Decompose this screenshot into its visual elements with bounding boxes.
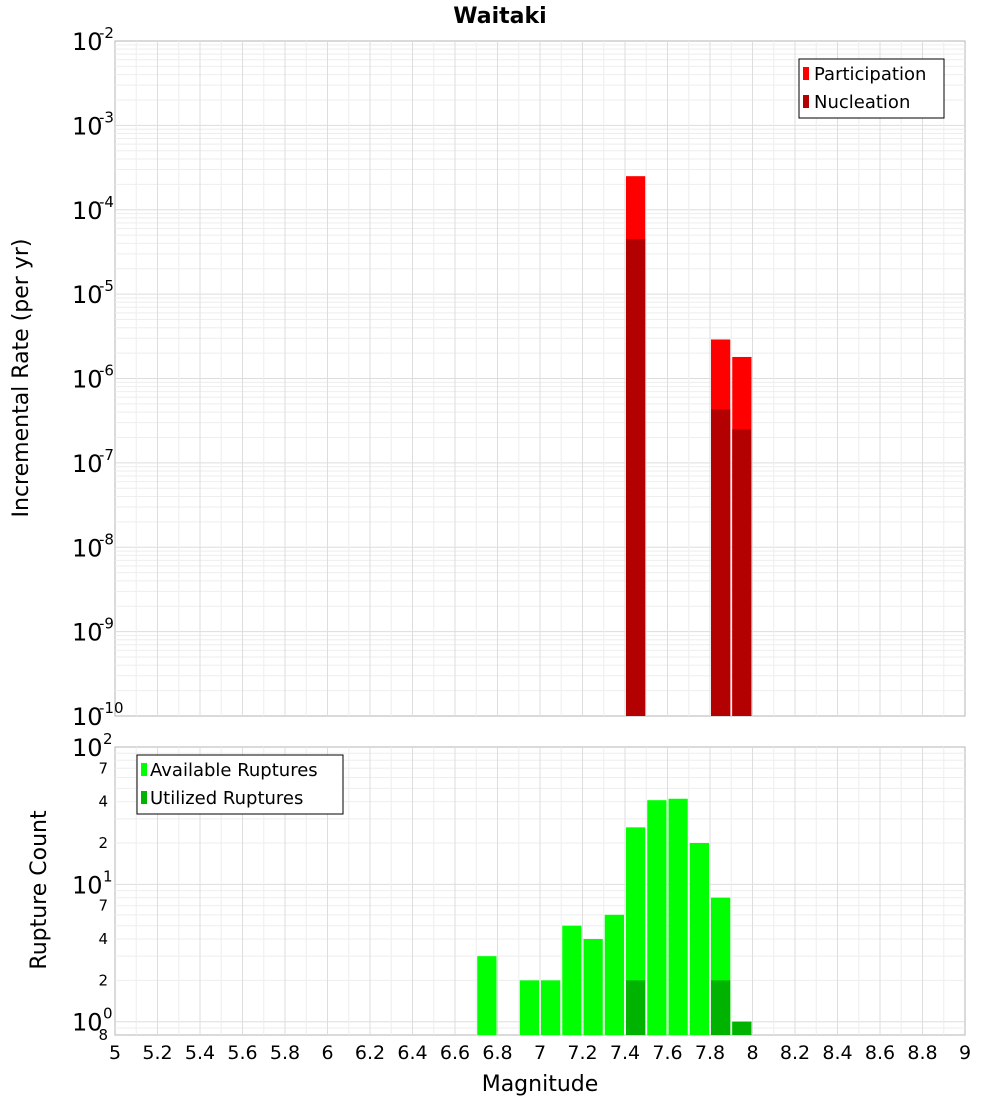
nucleation-bar bbox=[626, 239, 646, 716]
legend-swatch-utilized bbox=[141, 791, 147, 804]
y-tick-exponent: -10 bbox=[99, 699, 124, 717]
top-y-axis-label: Incremental Rate (per yr) bbox=[9, 239, 34, 518]
y-tick-label: 10 bbox=[72, 534, 103, 562]
x-tick-label: 7.8 bbox=[695, 1042, 725, 1064]
y-tick-label: 10 bbox=[72, 366, 103, 394]
y-minor-tick-label: 4 bbox=[98, 930, 108, 948]
bottom-y-axis-label: Rupture Count bbox=[27, 810, 52, 970]
y-tick-exponent: -4 bbox=[99, 193, 114, 211]
nucleation-bar bbox=[732, 429, 752, 716]
legend-swatch-available bbox=[141, 763, 147, 776]
utilized-ruptures-bar bbox=[711, 980, 731, 1035]
y-tick-exponent: -9 bbox=[99, 615, 114, 633]
y-minor-tick-label: 2 bbox=[98, 834, 108, 852]
y-tick-label: 10 bbox=[72, 450, 103, 478]
bottom-bars bbox=[477, 798, 752, 1035]
available-ruptures-bar bbox=[562, 925, 582, 1035]
y-tick-exponent: 0 bbox=[103, 1005, 113, 1023]
available-ruptures-bar bbox=[668, 798, 688, 1035]
utilized-ruptures-bar bbox=[626, 980, 646, 1035]
y-tick-label: 10 bbox=[72, 112, 103, 140]
y-tick-label: 10 bbox=[72, 734, 103, 762]
x-tick-label: 5.8 bbox=[270, 1042, 300, 1064]
y-tick-label: 10 bbox=[72, 871, 103, 899]
y-tick-label: 10 bbox=[72, 28, 103, 56]
available-ruptures-bar bbox=[604, 914, 624, 1035]
legend-label-nucleation: Nucleation bbox=[814, 92, 910, 113]
top-gridlines bbox=[115, 41, 965, 716]
x-tick-label: 9 bbox=[959, 1042, 971, 1064]
top-legend-box bbox=[798, 58, 945, 119]
top-bars bbox=[626, 176, 752, 716]
x-tick-label: 6.2 bbox=[355, 1042, 385, 1064]
x-tick-label: 6.8 bbox=[482, 1042, 512, 1064]
top-legend: Participation Nucleation bbox=[798, 58, 945, 119]
y-tick-exponent: -6 bbox=[99, 362, 114, 380]
x-tick-label: 8 bbox=[746, 1042, 758, 1064]
x-tick-label: 7 bbox=[534, 1042, 546, 1064]
available-ruptures-bar bbox=[583, 939, 603, 1035]
utilized-ruptures-bar bbox=[732, 1021, 752, 1035]
y-tick-label: 10 bbox=[72, 619, 103, 647]
x-axis-label: Magnitude bbox=[482, 1072, 599, 1097]
available-ruptures-bar bbox=[519, 980, 539, 1035]
y-minor-tick-label: 7 bbox=[98, 759, 108, 777]
legend-label-participation: Participation bbox=[814, 64, 926, 85]
bottom-gridlines bbox=[115, 747, 965, 1035]
available-ruptures-bar bbox=[477, 956, 497, 1035]
legend-swatch-nucleation bbox=[803, 95, 809, 108]
legend-swatch-participation bbox=[803, 67, 809, 80]
available-ruptures-bar bbox=[647, 800, 667, 1035]
y-tick-label: 10 bbox=[72, 703, 103, 731]
y-tick-exponent: 2 bbox=[103, 730, 113, 748]
y-minor-tick-label: 8 bbox=[98, 1026, 108, 1044]
x-tick-label: 5 bbox=[109, 1042, 121, 1064]
y-minor-tick-label: 4 bbox=[98, 793, 108, 811]
available-ruptures-bar bbox=[689, 843, 709, 1035]
bottom-legend: Available Ruptures Utilized Ruptures bbox=[136, 754, 344, 815]
y-tick-exponent: -3 bbox=[99, 108, 114, 126]
x-tick-label: 6 bbox=[321, 1042, 333, 1064]
x-tick-label: 6.6 bbox=[440, 1042, 470, 1064]
y-minor-tick-label: 7 bbox=[98, 897, 108, 915]
x-tick-labels: 5 5.2 5.4 5.6 5.8 6 6.2 6.4 6.6 6.8 7 7.2 7.4 7.6 7.8 8… bbox=[109, 1042, 971, 1064]
y-tick-exponent: 1 bbox=[103, 867, 113, 885]
nucleation-bar bbox=[711, 409, 731, 716]
y-tick-label: 10 bbox=[72, 197, 103, 225]
x-tick-label: 5.2 bbox=[142, 1042, 172, 1064]
x-tick-label: 8.8 bbox=[907, 1042, 937, 1064]
x-tick-label: 5.4 bbox=[185, 1042, 215, 1064]
x-tick-label: 7.2 bbox=[567, 1042, 597, 1064]
x-tick-label: 8.6 bbox=[865, 1042, 895, 1064]
y-minor-tick-label: 2 bbox=[98, 971, 108, 989]
bottom-legend-box bbox=[136, 754, 344, 815]
legend-label-available: Available Ruptures bbox=[150, 760, 318, 781]
x-tick-label: 7.4 bbox=[610, 1042, 640, 1064]
chart-title: Waitaki bbox=[453, 4, 546, 29]
x-tick-label: 8.2 bbox=[780, 1042, 810, 1064]
y-tick-exponent: -8 bbox=[99, 530, 114, 548]
x-tick-label: 7.6 bbox=[652, 1042, 682, 1064]
y-tick-exponent: -2 bbox=[99, 24, 114, 42]
y-tick-label: 10 bbox=[72, 281, 103, 309]
available-ruptures-bar bbox=[541, 980, 561, 1035]
x-tick-label: 5.6 bbox=[227, 1042, 257, 1064]
y-tick-exponent: -7 bbox=[99, 446, 114, 464]
x-tick-label: 8.4 bbox=[822, 1042, 852, 1064]
legend-label-utilized: Utilized Ruptures bbox=[150, 788, 303, 809]
x-tick-label: 6.4 bbox=[397, 1042, 427, 1064]
y-tick-label: 10 bbox=[72, 1009, 103, 1037]
y-tick-exponent: -5 bbox=[99, 277, 114, 295]
